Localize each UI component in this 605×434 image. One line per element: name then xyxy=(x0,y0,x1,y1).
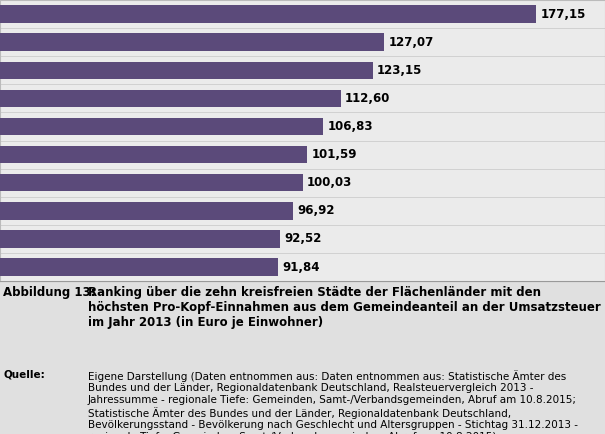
Bar xyxy=(0,33,384,51)
Text: 101,59: 101,59 xyxy=(312,148,358,161)
Text: Ranking über die zehn kreisfreien Städte der Flächenländer mit den höchsten Pro-: Ranking über die zehn kreisfreien Städte… xyxy=(88,286,601,329)
Text: 106,83: 106,83 xyxy=(328,120,373,133)
Bar xyxy=(0,62,373,79)
Text: Quelle:: Quelle: xyxy=(3,370,45,380)
Bar xyxy=(0,146,307,163)
Text: Eigene Darstellung (Daten entnommen aus: Daten entnommen aus: Statistische Ämter: Eigene Darstellung (Daten entnommen aus:… xyxy=(88,370,592,434)
Text: 91,84: 91,84 xyxy=(283,260,320,273)
Text: 96,92: 96,92 xyxy=(298,204,335,217)
Bar xyxy=(0,90,341,107)
Text: 92,52: 92,52 xyxy=(284,233,322,246)
Bar xyxy=(0,118,323,135)
Text: Abbildung 13:: Abbildung 13: xyxy=(3,286,96,299)
Bar xyxy=(0,230,280,248)
Bar xyxy=(0,202,293,220)
Text: 177,15: 177,15 xyxy=(540,7,586,20)
Bar xyxy=(0,174,302,191)
Text: 123,15: 123,15 xyxy=(377,64,422,77)
Bar xyxy=(0,5,536,23)
Text: 112,60: 112,60 xyxy=(345,92,391,105)
Bar xyxy=(0,258,278,276)
Text: 100,03: 100,03 xyxy=(307,176,352,189)
Text: 127,07: 127,07 xyxy=(389,36,434,49)
